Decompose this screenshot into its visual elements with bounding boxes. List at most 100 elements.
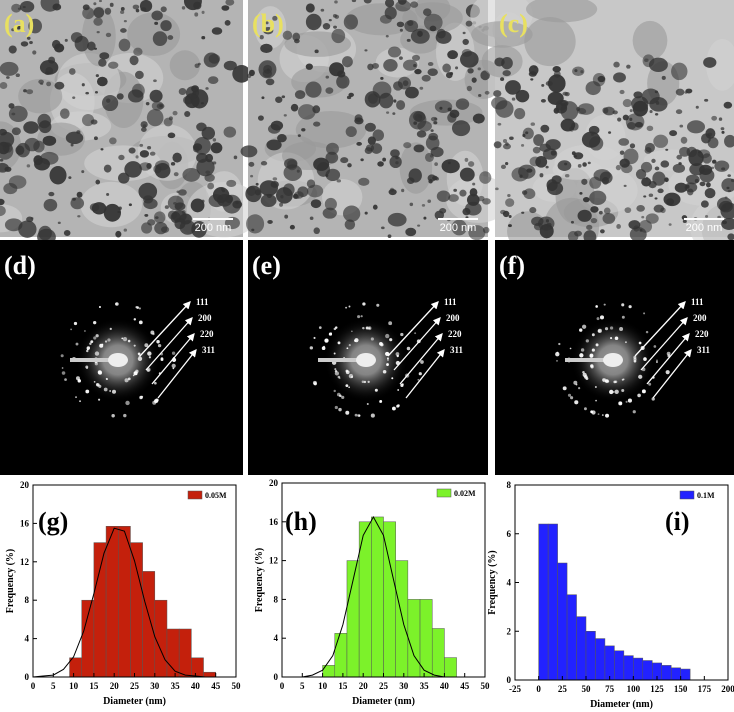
arrow: [634, 301, 686, 357]
particle: [120, 28, 127, 33]
particle: [577, 164, 582, 168]
spot: [397, 389, 400, 391]
spot: [357, 315, 361, 319]
particle: [39, 59, 59, 75]
particle: [401, 188, 405, 193]
particle: [201, 10, 205, 14]
particle: [687, 188, 694, 196]
particle: [449, 71, 454, 76]
particle: [701, 133, 711, 144]
particle: [718, 117, 723, 121]
particle: [688, 149, 704, 167]
spot: [367, 380, 370, 383]
particle: [294, 90, 306, 100]
x-tick-label: 75: [605, 684, 615, 694]
particle: [582, 162, 587, 167]
particle: [410, 1, 419, 8]
particle: [427, 199, 432, 204]
particle: [341, 56, 353, 68]
particle: [207, 182, 215, 190]
particle: [613, 72, 626, 83]
particle: [331, 28, 346, 44]
particle: [552, 66, 561, 73]
spot: [75, 396, 77, 398]
spot: [137, 356, 143, 361]
particle: [172, 152, 182, 163]
particle: [364, 122, 376, 132]
spot: [93, 321, 97, 325]
particle: [11, 112, 16, 116]
particle: [612, 110, 618, 115]
particle: [332, 14, 338, 18]
particle: [668, 223, 672, 226]
particle: [421, 203, 426, 207]
spot: [348, 344, 351, 347]
particle: [675, 88, 685, 96]
particle: [598, 210, 603, 215]
particle: [103, 203, 122, 222]
particle: [167, 35, 174, 40]
particle: [413, 144, 425, 153]
spot: [374, 388, 378, 392]
particle: [385, 34, 389, 38]
arrow: [387, 301, 439, 357]
particle: [395, 156, 399, 160]
particle: [724, 134, 734, 148]
spot: [595, 305, 598, 308]
particle: [371, 63, 379, 69]
tem-region: [186, 181, 262, 238]
spot: [417, 378, 420, 381]
particle: [553, 70, 561, 78]
particle: [613, 61, 620, 68]
particle: [104, 7, 112, 15]
spot: [348, 305, 351, 308]
spot: [334, 371, 340, 376]
spot: [645, 330, 649, 334]
particle: [77, 215, 81, 218]
particle: [201, 199, 205, 203]
particle: [260, 43, 273, 54]
x-tick-label: 25: [379, 681, 389, 691]
x-tick-label: 40: [440, 681, 450, 691]
spot: [363, 380, 367, 384]
tem-region: [524, 16, 576, 67]
spot: [638, 374, 643, 379]
particle: [145, 101, 150, 106]
spot: [345, 410, 350, 415]
bar: [557, 562, 568, 681]
spot: [89, 342, 92, 346]
particle: [275, 96, 283, 103]
particle: [619, 158, 630, 168]
particle: [636, 204, 645, 212]
particle: [345, 126, 357, 138]
particle: [192, 91, 197, 95]
particle: [48, 56, 56, 64]
particle: [246, 214, 265, 234]
ring-label: 111: [691, 297, 704, 307]
spot: [85, 389, 90, 394]
particle: [416, 130, 427, 138]
spot: [93, 336, 97, 340]
spot: [643, 357, 646, 360]
particle: [305, 81, 322, 98]
spot: [613, 380, 617, 384]
spot: [556, 360, 558, 362]
particle: [405, 86, 419, 99]
spot: [601, 414, 604, 416]
particle: [0, 158, 4, 162]
particle: [576, 106, 581, 112]
particle: [500, 77, 505, 81]
particle: [582, 197, 590, 203]
histogram: 0 5 10 15 20 25 30 35 40 45 50 0 4 8 12 16 20 Diameter (n…: [254, 478, 490, 707]
particle: [393, 81, 403, 91]
particle: [96, 30, 100, 34]
spot: [105, 377, 108, 380]
x-tick-label: 150: [674, 684, 688, 694]
spot: [589, 353, 594, 358]
particle: [151, 10, 163, 21]
particle: [146, 108, 164, 127]
particle: [101, 95, 119, 112]
particle: [326, 142, 339, 155]
particle: [631, 96, 649, 112]
legend-label: 0.1M: [697, 491, 715, 500]
